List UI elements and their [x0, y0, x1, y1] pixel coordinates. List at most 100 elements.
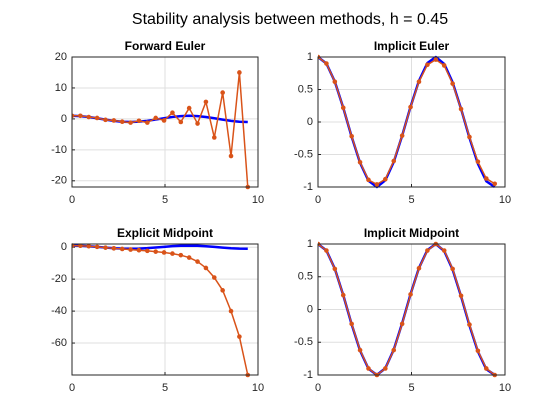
marker — [408, 292, 413, 297]
y-tick-label: -0.5 — [294, 148, 313, 160]
marker — [228, 153, 234, 159]
marker — [78, 113, 83, 119]
marker — [450, 81, 455, 86]
marker — [103, 117, 108, 123]
marker — [458, 106, 464, 112]
marker — [94, 115, 100, 121]
marker — [161, 118, 167, 123]
marker — [86, 243, 92, 249]
marker — [425, 248, 430, 253]
subplot-title: Implicit Midpoint — [364, 226, 459, 240]
marker — [467, 322, 472, 327]
marker — [441, 248, 447, 253]
marker — [211, 275, 217, 280]
marker — [111, 246, 117, 251]
marker — [211, 135, 217, 140]
marker — [450, 266, 455, 272]
marker — [186, 255, 192, 260]
marker — [237, 70, 242, 75]
axes-box — [317, 56, 506, 188]
y-tick-label: -1 — [303, 181, 313, 193]
marker — [178, 252, 184, 258]
marker — [237, 334, 242, 339]
x-tick-label: 10 — [252, 194, 264, 206]
x-tick-label: 10 — [499, 194, 511, 206]
marker — [416, 265, 422, 271]
x-tick-label: 5 — [408, 194, 414, 206]
marker — [332, 79, 338, 84]
axes: 0 5 10 -1 -0.5 0 0.5 1 Implicit Euler — [294, 39, 511, 206]
marker — [203, 265, 209, 271]
marker — [441, 63, 447, 68]
marker — [433, 57, 439, 62]
plot-area — [318, 54, 498, 189]
marker — [170, 110, 175, 116]
marker — [332, 266, 338, 272]
y-tick-label: -60 — [51, 337, 67, 349]
marker — [128, 120, 133, 125]
marker — [220, 90, 225, 95]
marker — [349, 321, 354, 327]
x-tick-label: 10 — [499, 382, 511, 394]
marker — [153, 115, 158, 121]
marker — [484, 176, 489, 181]
marker — [458, 293, 464, 299]
plot-area — [72, 243, 251, 378]
marker — [195, 259, 200, 264]
y-tick-label: -1 — [303, 369, 313, 381]
marker — [467, 134, 472, 140]
axes: 0 5 10 -60 -40 -20 0 Explicit Midpoint — [51, 226, 264, 394]
marker — [391, 347, 397, 353]
marker — [366, 366, 371, 371]
series-line — [72, 244, 249, 376]
y-tick-label: -20 — [51, 273, 67, 285]
marker — [186, 105, 192, 111]
y-tick-label: -0.5 — [294, 336, 313, 348]
y-tick-label: 0 — [307, 303, 313, 315]
axes-box — [71, 243, 259, 376]
y-tick-label: -40 — [51, 305, 67, 317]
marker — [119, 119, 125, 124]
marker — [374, 182, 380, 187]
marker — [383, 176, 388, 182]
axes: 0 5 10 -1 -0.5 0 0.5 1 Implicit Midpoint — [294, 226, 511, 394]
marker — [103, 245, 108, 250]
y-tick-label: 0.5 — [298, 271, 313, 283]
marker — [111, 118, 117, 123]
marker — [349, 134, 354, 139]
marker — [475, 159, 481, 164]
marker — [170, 251, 175, 256]
marker — [340, 105, 346, 110]
marker — [399, 321, 405, 327]
marker — [425, 62, 430, 68]
marker — [161, 250, 167, 255]
y-tick-label: 0.5 — [298, 83, 313, 95]
x-tick-label: 0 — [315, 382, 321, 394]
marker — [195, 121, 200, 126]
marker — [383, 366, 388, 371]
x-tick-label: 0 — [315, 194, 321, 206]
y-tick-label: -10 — [51, 144, 67, 156]
marker — [366, 177, 371, 183]
marker — [203, 99, 209, 105]
y-tick-label: 0 — [307, 116, 313, 128]
marker — [475, 348, 481, 354]
axes: 0 5 10 -20 -10 0 10 20 Forward Euler — [51, 39, 264, 206]
series-line — [318, 243, 496, 376]
marker — [86, 114, 92, 120]
series-line — [72, 71, 249, 188]
axes-box — [71, 56, 259, 188]
marker — [128, 247, 133, 252]
marker — [145, 120, 150, 125]
marker — [416, 79, 422, 84]
marker — [72, 113, 75, 119]
marker — [340, 292, 346, 298]
plot-area — [318, 241, 498, 378]
y-tick-label: 20 — [55, 51, 67, 63]
marker — [136, 247, 142, 253]
marker — [391, 158, 397, 164]
y-tick-label: 1 — [307, 238, 313, 250]
y-tick-label: 10 — [55, 82, 67, 94]
marker — [492, 181, 498, 187]
x-tick-label: 0 — [69, 382, 75, 394]
